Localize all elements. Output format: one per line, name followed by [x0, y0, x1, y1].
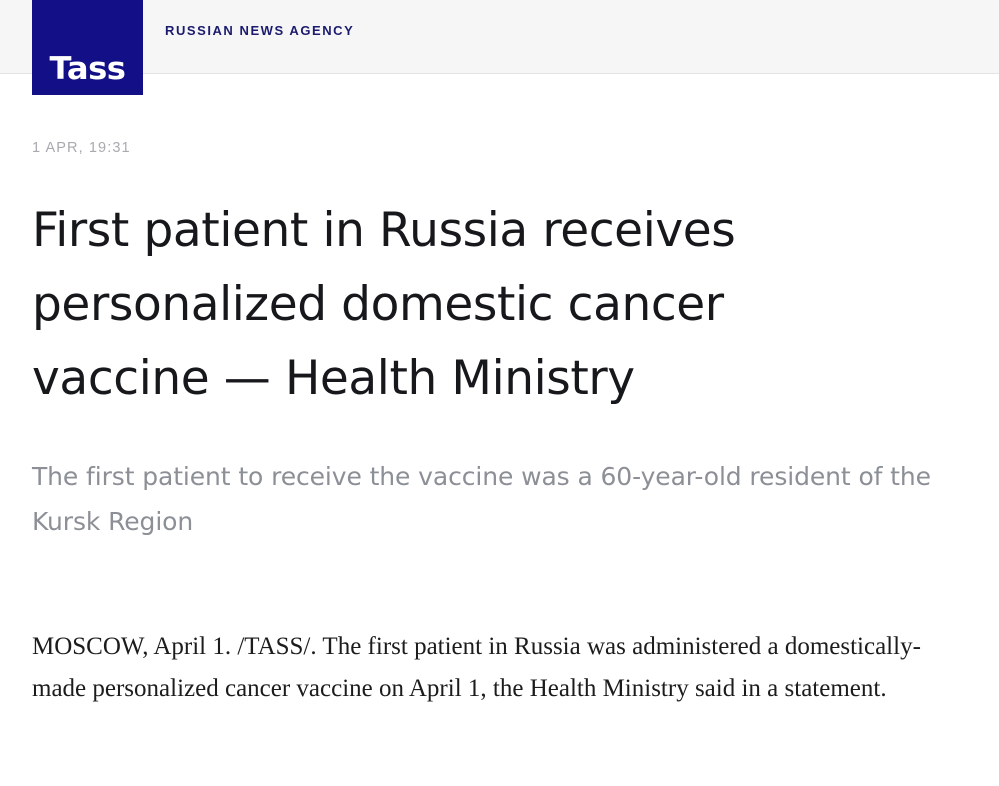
- article-body-paragraph: MOSCOW, April 1. /TASS/. The first patie…: [32, 633, 921, 702]
- tass-logo-wordmark: Tass: [49, 51, 126, 87]
- agency-tagline: RUSSIAN NEWS AGENCY: [165, 23, 355, 38]
- article-headline: First patient in Russia receives persona…: [32, 203, 736, 406]
- tass-logo[interactable]: Tass: [32, 0, 143, 95]
- article-timestamp: 1 APR, 19:31: [32, 140, 131, 156]
- article-subtitle: The first patient to receive the vaccine…: [32, 462, 931, 536]
- article-container: 1 APR, 19:31 First patient in Russia rec…: [32, 74, 967, 710]
- site-header: [0, 0, 999, 74]
